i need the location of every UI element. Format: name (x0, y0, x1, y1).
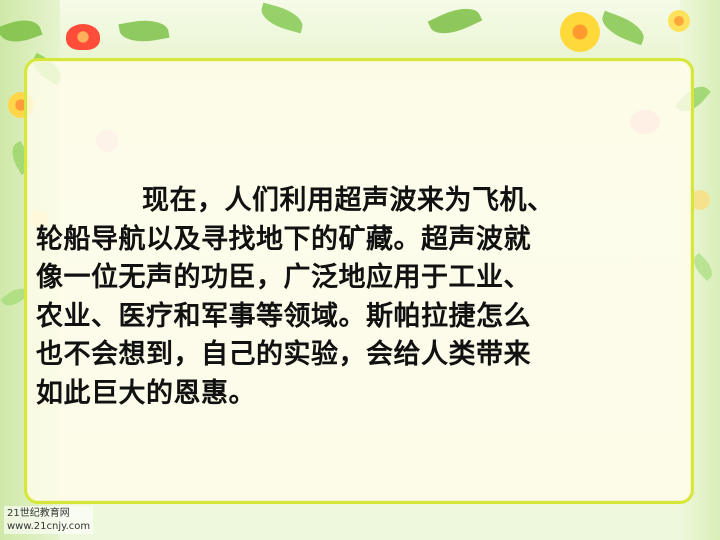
paragraph-line: 轮船导航以及寻找地下的矿藏。超声波就 (36, 223, 531, 255)
paragraph-line: 像一位无声的功臣，广泛地应用于工业、 (36, 262, 531, 293)
paragraph-line: 如此巨大的恩惠。 (36, 377, 256, 409)
watermark-title: 21世纪教育网 (7, 508, 70, 519)
text-frame (24, 58, 694, 504)
flower-icon (66, 24, 100, 50)
paragraph-line: 现在，人们利用超声波来为飞机、 (142, 185, 555, 216)
flower-icon (560, 12, 600, 52)
paragraph-line: 农业、医疗和军事等领域。斯帕拉捷怎么 (36, 300, 531, 332)
paragraph: 现在，人们利用超声波来为飞机、 轮船导航以及寻找地下的矿藏。超声波就 像一位无声… (36, 182, 676, 413)
flower-icon (690, 190, 710, 210)
paragraph-line: 也不会想到，自己的实验，会给人类带来 (36, 339, 531, 370)
watermark-url: www.21cnjy.com (7, 521, 91, 532)
flower-icon (668, 10, 690, 32)
site-watermark: 21世纪教育网 www.21cnjy.com (4, 506, 94, 534)
